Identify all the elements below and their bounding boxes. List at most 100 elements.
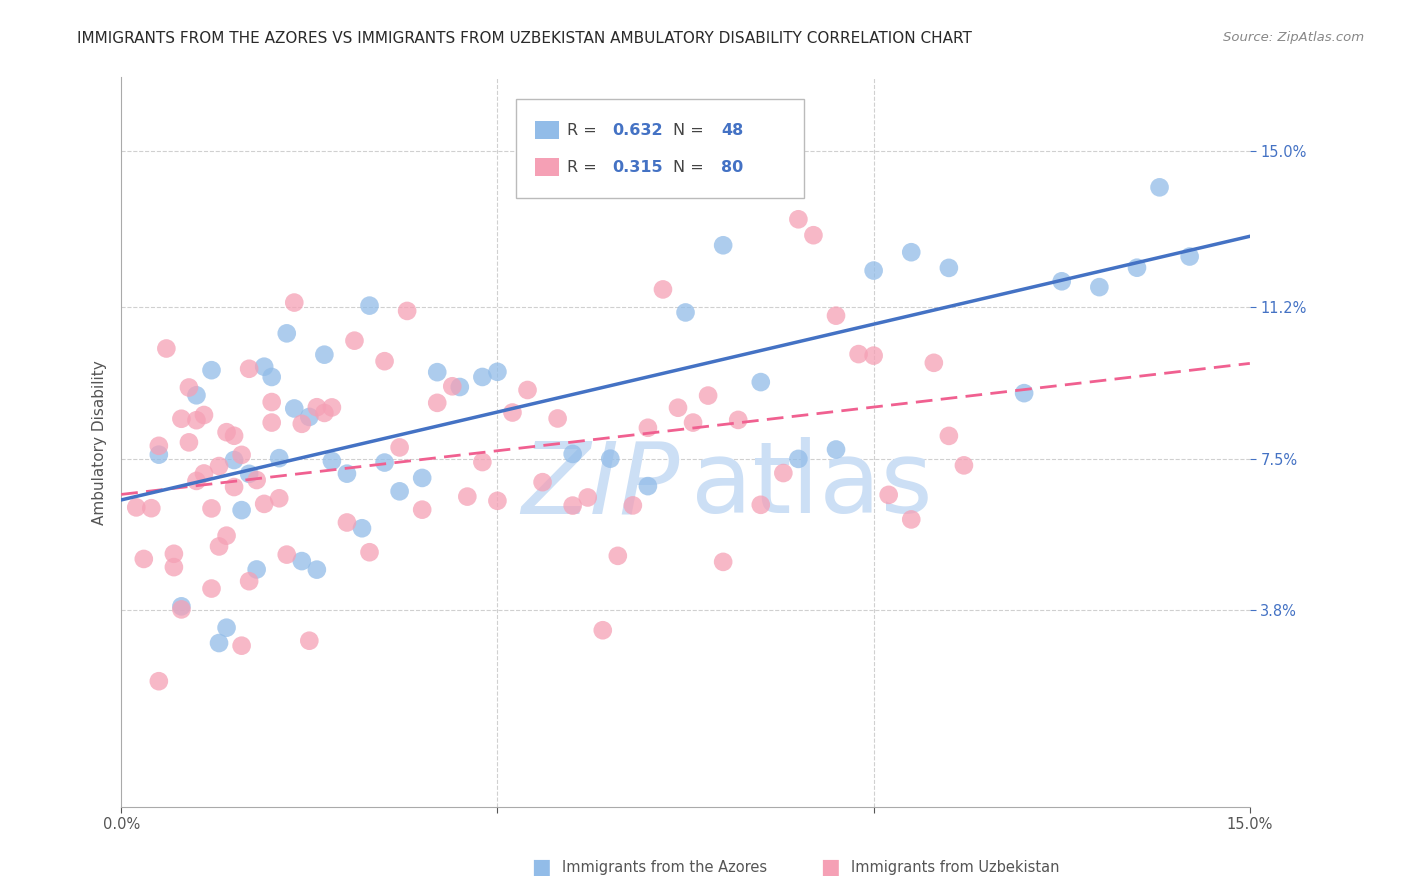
Point: [276, 548, 298, 562]
Point: [411, 502, 433, 516]
Point: [186, 413, 208, 427]
Point: [1012, 386, 1035, 401]
Point: [231, 639, 253, 653]
Point: [283, 401, 305, 416]
Point: [208, 636, 231, 650]
Point: [222, 429, 245, 443]
Point: [359, 545, 381, 559]
Point: [231, 448, 253, 462]
Point: [276, 326, 298, 341]
Text: N =: N =: [673, 160, 709, 175]
Point: [711, 555, 734, 569]
Point: [652, 282, 675, 296]
Point: [222, 480, 245, 494]
Point: [621, 499, 644, 513]
Point: [215, 621, 238, 635]
Point: [441, 379, 464, 393]
Point: [269, 491, 291, 506]
Point: [148, 448, 170, 462]
Point: [260, 395, 283, 409]
Point: [825, 309, 848, 323]
Point: [321, 401, 343, 415]
Point: [486, 493, 509, 508]
Point: [486, 365, 509, 379]
Point: [772, 466, 794, 480]
Point: [374, 354, 396, 368]
Point: [305, 563, 328, 577]
Point: [471, 455, 494, 469]
Text: ■: ■: [531, 857, 551, 877]
Point: [531, 475, 554, 490]
Point: [501, 405, 523, 419]
Point: [426, 396, 449, 410]
Point: [953, 458, 976, 473]
Point: [547, 411, 569, 425]
Point: [900, 512, 922, 526]
Point: [561, 499, 583, 513]
Point: [283, 295, 305, 310]
Point: [675, 305, 697, 319]
Point: [388, 484, 411, 499]
Point: [862, 263, 884, 277]
Text: ZIP: ZIP: [522, 437, 681, 534]
Text: R =: R =: [567, 160, 602, 175]
Point: [336, 516, 359, 530]
Text: 0.315: 0.315: [613, 160, 664, 175]
Point: [193, 408, 215, 422]
Point: [298, 409, 321, 424]
Point: [246, 473, 269, 487]
Point: [177, 380, 200, 394]
Point: [125, 500, 148, 515]
Point: [1126, 260, 1149, 275]
Point: [177, 435, 200, 450]
Point: [524, 159, 547, 173]
Point: [215, 425, 238, 440]
Point: [222, 453, 245, 467]
Point: [727, 413, 749, 427]
Point: [148, 674, 170, 689]
Point: [576, 491, 599, 505]
Point: [141, 501, 163, 516]
Text: ■: ■: [820, 857, 839, 877]
Point: [336, 467, 359, 481]
Point: [862, 349, 884, 363]
Point: [666, 401, 689, 415]
Point: [246, 562, 269, 576]
Bar: [536, 121, 560, 139]
Point: [186, 388, 208, 402]
Point: [269, 451, 291, 466]
Point: [200, 363, 222, 377]
Point: [298, 633, 321, 648]
Y-axis label: Ambulatory Disability: Ambulatory Disability: [93, 359, 107, 524]
Text: 48: 48: [721, 122, 744, 137]
FancyBboxPatch shape: [516, 99, 804, 198]
Point: [711, 238, 734, 252]
Point: [291, 417, 314, 431]
Point: [170, 599, 193, 614]
Point: [938, 260, 960, 275]
Point: [848, 347, 870, 361]
Point: [803, 228, 825, 243]
Point: [697, 388, 720, 402]
Point: [343, 334, 366, 348]
Point: [592, 624, 614, 638]
Point: [749, 375, 772, 389]
Point: [599, 451, 621, 466]
Point: [374, 456, 396, 470]
Point: [787, 451, 810, 466]
Point: [411, 471, 433, 485]
Point: [148, 439, 170, 453]
Point: [825, 442, 848, 457]
Point: [516, 383, 538, 397]
Point: [163, 547, 186, 561]
Point: [208, 540, 231, 554]
Point: [186, 474, 208, 488]
Point: [215, 529, 238, 543]
Point: [163, 560, 186, 574]
Point: [260, 416, 283, 430]
Text: 80: 80: [721, 160, 744, 175]
Text: atlas: atlas: [692, 437, 932, 534]
Point: [200, 501, 222, 516]
Point: [350, 521, 373, 535]
Point: [561, 447, 583, 461]
